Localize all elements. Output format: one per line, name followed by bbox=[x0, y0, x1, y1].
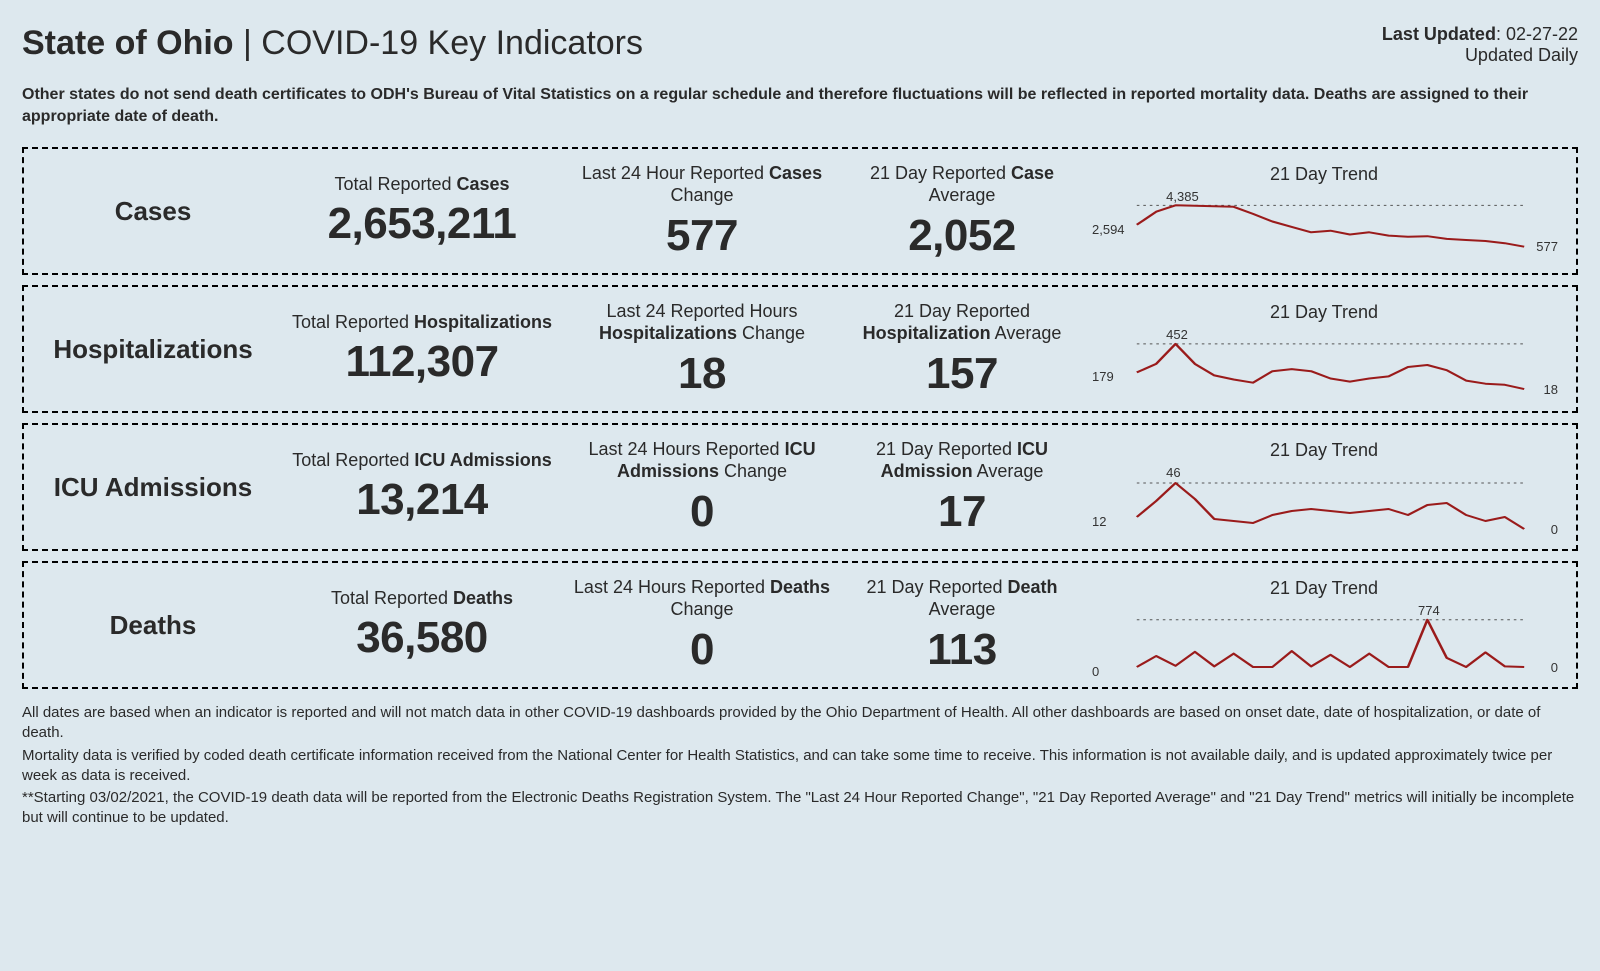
trend-title: 21 Day Trend bbox=[1090, 164, 1558, 185]
top-note: Other states do not send death certifica… bbox=[22, 84, 1578, 127]
metric-average: 21 Day Reported Hospitalization Average1… bbox=[842, 300, 1082, 399]
metric-value: 577 bbox=[566, 211, 838, 261]
spark-start-label: 0 bbox=[1092, 664, 1099, 679]
trend-column: 21 Day Trend07740 bbox=[1082, 578, 1566, 673]
metric-label: Total Reported Cases bbox=[286, 173, 558, 196]
metric-label: Last 24 Hour Reported Cases Change bbox=[566, 162, 838, 207]
spark-peak-label: 774 bbox=[1418, 603, 1440, 618]
last-updated: Last Updated: 02-27-22 Updated Daily bbox=[1382, 24, 1578, 66]
metric-label: Total Reported Deaths bbox=[286, 587, 558, 610]
spark-start-label: 179 bbox=[1092, 369, 1114, 384]
metric-average: 21 Day Reported Death Average113 bbox=[842, 576, 1082, 675]
panel-cases: CasesTotal Reported Cases 2,653,211Last 2… bbox=[22, 147, 1578, 275]
metric-value: 18 bbox=[566, 349, 838, 399]
spark-end-label: 18 bbox=[1544, 382, 1558, 397]
row-label: ICU Admissions bbox=[24, 472, 282, 503]
metric-label: Total Reported ICU Admissions bbox=[286, 449, 558, 472]
sparkline: 2,594 4,385 577 bbox=[1090, 189, 1558, 259]
metric-total: Total Reported ICU Admissions 13,214 bbox=[282, 449, 562, 526]
trend-title: 21 Day Trend bbox=[1090, 578, 1558, 599]
metric-label: 21 Day Reported Hospitalization Average bbox=[846, 300, 1078, 345]
trend-column: 21 Day Trend 179 452 18 bbox=[1082, 302, 1566, 397]
metric-label: Last 24 Hours Reported ICU Admissions Ch… bbox=[566, 438, 838, 483]
trend-column: 21 Day Trend 12 46 0 bbox=[1082, 440, 1566, 535]
spark-start-label: 2,594 bbox=[1092, 222, 1125, 237]
trend-title: 21 Day Trend bbox=[1090, 302, 1558, 323]
header: State of Ohio | COVID-19 Key Indicators … bbox=[22, 24, 1578, 66]
panel-icu: ICU AdmissionsTotal Reported ICU Admissi… bbox=[22, 423, 1578, 551]
footnote: **Starting 03/02/2021, the COVID-19 deat… bbox=[22, 788, 1578, 829]
metric-total: Total Reported Hospitalizations 112,307 bbox=[282, 311, 562, 388]
metric-change: Last 24 Hour Reported Cases Change577 bbox=[562, 162, 842, 261]
metric-label: Last 24 Reported Hours Hospitalizations … bbox=[566, 300, 838, 345]
metric-value: 112,307 bbox=[286, 337, 558, 387]
spark-end-label: 577 bbox=[1536, 239, 1558, 254]
row-label: Hospitalizations bbox=[24, 334, 282, 365]
footnote: Mortality data is verified by coded deat… bbox=[22, 746, 1578, 787]
footnotes: All dates are based when an indicator is… bbox=[22, 703, 1578, 829]
metric-value: 113 bbox=[846, 625, 1078, 675]
metric-value: 2,052 bbox=[846, 211, 1078, 261]
sparkline: 07740 bbox=[1090, 603, 1558, 673]
metric-label: 21 Day Reported Death Average bbox=[846, 576, 1078, 621]
metric-value: 157 bbox=[846, 349, 1078, 399]
metric-value: 13,214 bbox=[286, 475, 558, 525]
metric-average: 21 Day Reported ICU Admission Average17 bbox=[842, 438, 1082, 537]
metric-change: Last 24 Hours Reported ICU Admissions Ch… bbox=[562, 438, 842, 537]
spark-end-label: 0 bbox=[1551, 522, 1558, 537]
metric-value: 0 bbox=[566, 625, 838, 675]
metric-value: 0 bbox=[566, 487, 838, 537]
metric-label: Last 24 Hours Reported Deaths Change bbox=[566, 576, 838, 621]
row-label: Deaths bbox=[24, 610, 282, 641]
trend-title: 21 Day Trend bbox=[1090, 440, 1558, 461]
metric-change: Last 24 Hours Reported Deaths Change0 bbox=[562, 576, 842, 675]
panel-hosp: HospitalizationsTotal Reported Hospitali… bbox=[22, 285, 1578, 413]
metric-label: Total Reported Hospitalizations bbox=[286, 311, 558, 334]
metric-value: 2,653,211 bbox=[286, 199, 558, 249]
sparkline: 179 452 18 bbox=[1090, 327, 1558, 397]
panel-deaths: DeathsTotal Reported Deaths 36,580Last 24… bbox=[22, 561, 1578, 689]
metric-label: 21 Day Reported ICU Admission Average bbox=[846, 438, 1078, 483]
metric-value: 36,580 bbox=[286, 613, 558, 663]
spark-peak-label: 452 bbox=[1166, 327, 1188, 342]
spark-peak-label: 4,385 bbox=[1166, 189, 1199, 204]
page-title: State of Ohio | COVID-19 Key Indicators bbox=[22, 24, 643, 63]
footnote: All dates are based when an indicator is… bbox=[22, 703, 1578, 744]
row-label: Cases bbox=[24, 196, 282, 227]
sparkline: 12 46 0 bbox=[1090, 465, 1558, 535]
spark-peak-label: 46 bbox=[1166, 465, 1180, 480]
spark-end-label: 0 bbox=[1551, 660, 1558, 675]
metric-label: 21 Day Reported Case Average bbox=[846, 162, 1078, 207]
metric-total: Total Reported Deaths 36,580 bbox=[282, 587, 562, 664]
trend-column: 21 Day Trend 2,594 4,385 577 bbox=[1082, 164, 1566, 259]
metric-average: 21 Day Reported Case Average2,052 bbox=[842, 162, 1082, 261]
metric-value: 17 bbox=[846, 487, 1078, 537]
metric-total: Total Reported Cases 2,653,211 bbox=[282, 173, 562, 250]
spark-start-label: 12 bbox=[1092, 514, 1106, 529]
metric-change: Last 24 Reported Hours Hospitalizations … bbox=[562, 300, 842, 399]
